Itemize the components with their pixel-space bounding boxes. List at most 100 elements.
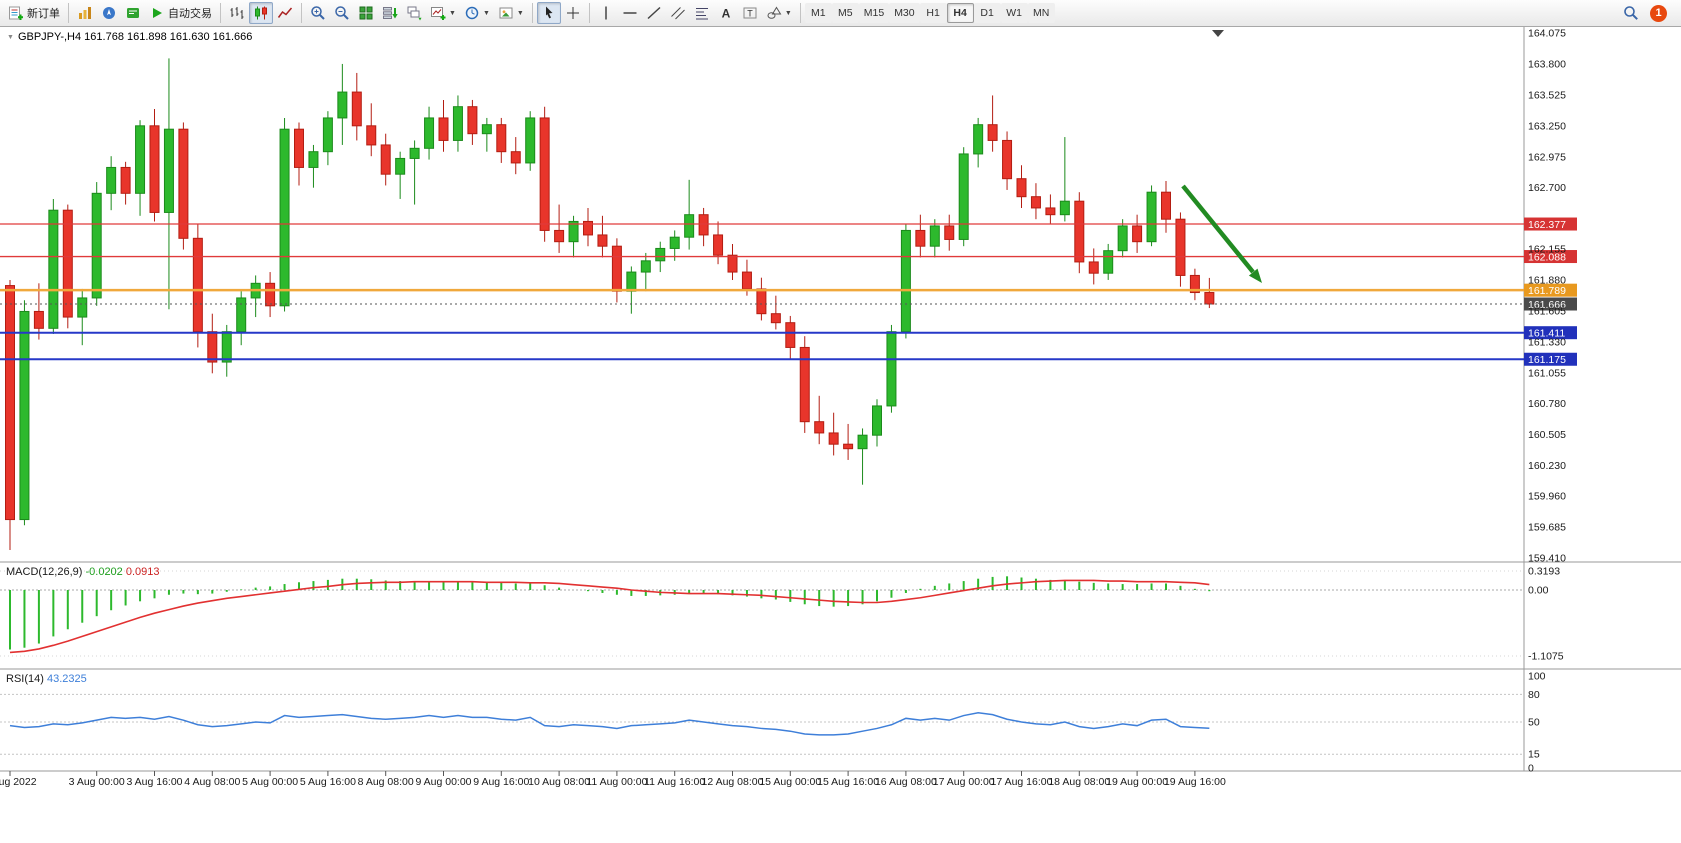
svg-text:10 Aug 08:00: 10 Aug 08:00 bbox=[528, 776, 590, 788]
svg-text:T: T bbox=[747, 9, 753, 19]
timeframe-w1[interactable]: W1 bbox=[1000, 3, 1028, 23]
vertical-line-tool-button[interactable] bbox=[594, 2, 618, 24]
svg-text:159.960: 159.960 bbox=[1528, 490, 1566, 502]
shapes-icon bbox=[767, 6, 782, 19]
svg-text:3 Aug 00:00: 3 Aug 00:00 bbox=[69, 776, 125, 788]
price-badge bbox=[1524, 283, 1577, 297]
svg-text:162.088: 162.088 bbox=[1528, 251, 1566, 263]
templates-button[interactable]: ▼ bbox=[494, 2, 528, 24]
svg-text:161.666: 161.666 bbox=[1528, 299, 1566, 311]
zoom-in-button[interactable] bbox=[306, 2, 330, 24]
svg-text:161.330: 161.330 bbox=[1528, 336, 1566, 348]
trendline-tool-button[interactable] bbox=[642, 2, 666, 24]
template-image-icon bbox=[499, 7, 513, 19]
main-chart-candles[interactable] bbox=[5, 58, 1215, 550]
chart-title: ▼ GBPJPY-,H4 161.768 161.898 161.630 161… bbox=[7, 31, 252, 43]
market-watch-icon bbox=[79, 7, 91, 19]
horizontal-line-tool-button[interactable] bbox=[618, 2, 642, 24]
navigator-button[interactable] bbox=[97, 2, 121, 24]
label-tool-icon: T bbox=[743, 7, 757, 19]
toolbar-separator bbox=[220, 3, 221, 23]
svg-text:159.410: 159.410 bbox=[1528, 552, 1566, 564]
rsi-indicator-label: RSI(14) 43.2325 bbox=[6, 673, 87, 685]
toolbar-separator bbox=[588, 3, 590, 23]
zoom-out-icon bbox=[335, 6, 349, 20]
candlestick-chart-button[interactable] bbox=[249, 2, 273, 24]
arrange-windows-icon bbox=[383, 7, 398, 19]
rsi-panel[interactable]: 100 80 50 15 0 bbox=[0, 671, 1546, 775]
timeframe-m15[interactable]: M15 bbox=[858, 3, 890, 23]
svg-text:100: 100 bbox=[1528, 671, 1546, 683]
cascade-windows-button[interactable] bbox=[402, 2, 426, 24]
chart-area[interactable]: 162.377 162.088 161.789 161.666 161.411 161.1… bbox=[0, 27, 1681, 843]
terminal-icon bbox=[127, 8, 139, 18]
symbol-marker-icon: ▼ bbox=[7, 33, 14, 41]
ohlc-bars-icon bbox=[230, 7, 244, 19]
svg-text:5 Aug 00:00: 5 Aug 00:00 bbox=[242, 776, 298, 788]
auto-trading-button[interactable]: 自动交易 bbox=[145, 2, 216, 24]
line-chart-button[interactable] bbox=[273, 2, 297, 24]
timeframe-d1[interactable]: D1 bbox=[973, 3, 1001, 23]
timeframe-m5[interactable]: M5 bbox=[831, 3, 859, 23]
svg-text:163.525: 163.525 bbox=[1528, 89, 1566, 101]
search-button[interactable] bbox=[1619, 2, 1643, 24]
svg-text:159.685: 159.685 bbox=[1528, 521, 1566, 533]
crosshair-icon bbox=[566, 7, 579, 19]
svg-text:19 Aug 00:00: 19 Aug 00:00 bbox=[1106, 776, 1168, 788]
macd-panel[interactable]: 0.3193 0.00 -1.1075 bbox=[0, 566, 1564, 663]
svg-text:17 Aug 00:00: 17 Aug 00:00 bbox=[933, 776, 995, 788]
crosshair-button[interactable] bbox=[561, 2, 585, 24]
price-badge bbox=[1524, 297, 1577, 311]
text-tool-icon: A bbox=[721, 7, 730, 21]
periods-button[interactable]: ▼ bbox=[460, 2, 494, 24]
shapes-tool-button[interactable]: ▼ bbox=[762, 2, 796, 24]
text-tool-button[interactable]: A bbox=[714, 2, 738, 24]
price-badge bbox=[1524, 352, 1577, 366]
line-chart-icon bbox=[277, 7, 293, 18]
timeframe-h4[interactable]: H4 bbox=[946, 3, 974, 23]
channel-tool-button[interactable] bbox=[666, 2, 690, 24]
time-axis[interactable]: 2 Aug 2022 3 Aug 00:003 Aug 16:004 Aug 08… bbox=[0, 771, 1226, 788]
svg-text:50: 50 bbox=[1528, 717, 1540, 729]
price-badge bbox=[1524, 217, 1577, 231]
fibonacci-tool-button[interactable] bbox=[690, 2, 714, 24]
svg-text:80: 80 bbox=[1528, 689, 1540, 701]
timeframe-mn[interactable]: MN bbox=[1027, 3, 1055, 23]
horizontal-levels[interactable]: 162.377 162.088 161.789 161.666 161.411 161.1… bbox=[0, 217, 1577, 367]
new-order-button[interactable]: 新订单 bbox=[4, 2, 64, 24]
bar-chart-button[interactable] bbox=[225, 2, 249, 24]
terminal-button[interactable] bbox=[121, 2, 145, 24]
new-chart-icon bbox=[431, 7, 446, 20]
timeframe-m1[interactable]: M1 bbox=[804, 3, 832, 23]
label-tool-button[interactable]: T bbox=[738, 2, 762, 24]
cursor-button[interactable] bbox=[536, 2, 561, 24]
svg-text:16 Aug 08:00: 16 Aug 08:00 bbox=[875, 776, 937, 788]
panel-separators bbox=[0, 27, 1681, 772]
svg-text:11 Aug 16:00: 11 Aug 16:00 bbox=[644, 776, 705, 788]
new-chart-button[interactable]: ▼ bbox=[426, 2, 460, 24]
chevron-down-icon: ▼ bbox=[482, 9, 490, 17]
price-axis[interactable]: 164.075 163.800 163.525 163.250 162.975 162.7… bbox=[1528, 28, 1566, 565]
chevron-down-icon: ▼ bbox=[784, 9, 792, 17]
svg-text:3 Aug 16:00: 3 Aug 16:00 bbox=[126, 776, 182, 788]
svg-text:162.700: 162.700 bbox=[1528, 182, 1566, 194]
svg-text:161.175: 161.175 bbox=[1528, 354, 1566, 366]
notification-badge[interactable]: 1 bbox=[1650, 4, 1667, 22]
arrange-windows-button[interactable] bbox=[378, 2, 402, 24]
price-badge bbox=[1524, 250, 1577, 264]
toolbar: 新订单 自动交易 ▼ ▼ bbox=[0, 0, 1681, 27]
svg-text:-1.1075: -1.1075 bbox=[1528, 650, 1564, 662]
svg-text:162.377: 162.377 bbox=[1528, 219, 1566, 231]
zoom-out-button[interactable] bbox=[330, 2, 354, 24]
timeframe-h1[interactable]: H1 bbox=[919, 3, 947, 23]
candlestick-icon bbox=[255, 6, 267, 20]
svg-text:2 Aug 2022: 2 Aug 2022 bbox=[0, 776, 37, 788]
down-arrow-annotation[interactable] bbox=[1181, 184, 1262, 283]
chart-shift-marker-icon[interactable] bbox=[1212, 30, 1224, 37]
tile-windows-button[interactable] bbox=[354, 2, 378, 24]
timeframe-m30[interactable]: M30 bbox=[889, 3, 920, 23]
market-watch-button[interactable] bbox=[73, 2, 97, 24]
toolbar-right-group: 1 bbox=[1619, 2, 1677, 24]
svg-text:4 Aug 08:00: 4 Aug 08:00 bbox=[184, 776, 240, 788]
fibonacci-icon bbox=[695, 8, 708, 20]
